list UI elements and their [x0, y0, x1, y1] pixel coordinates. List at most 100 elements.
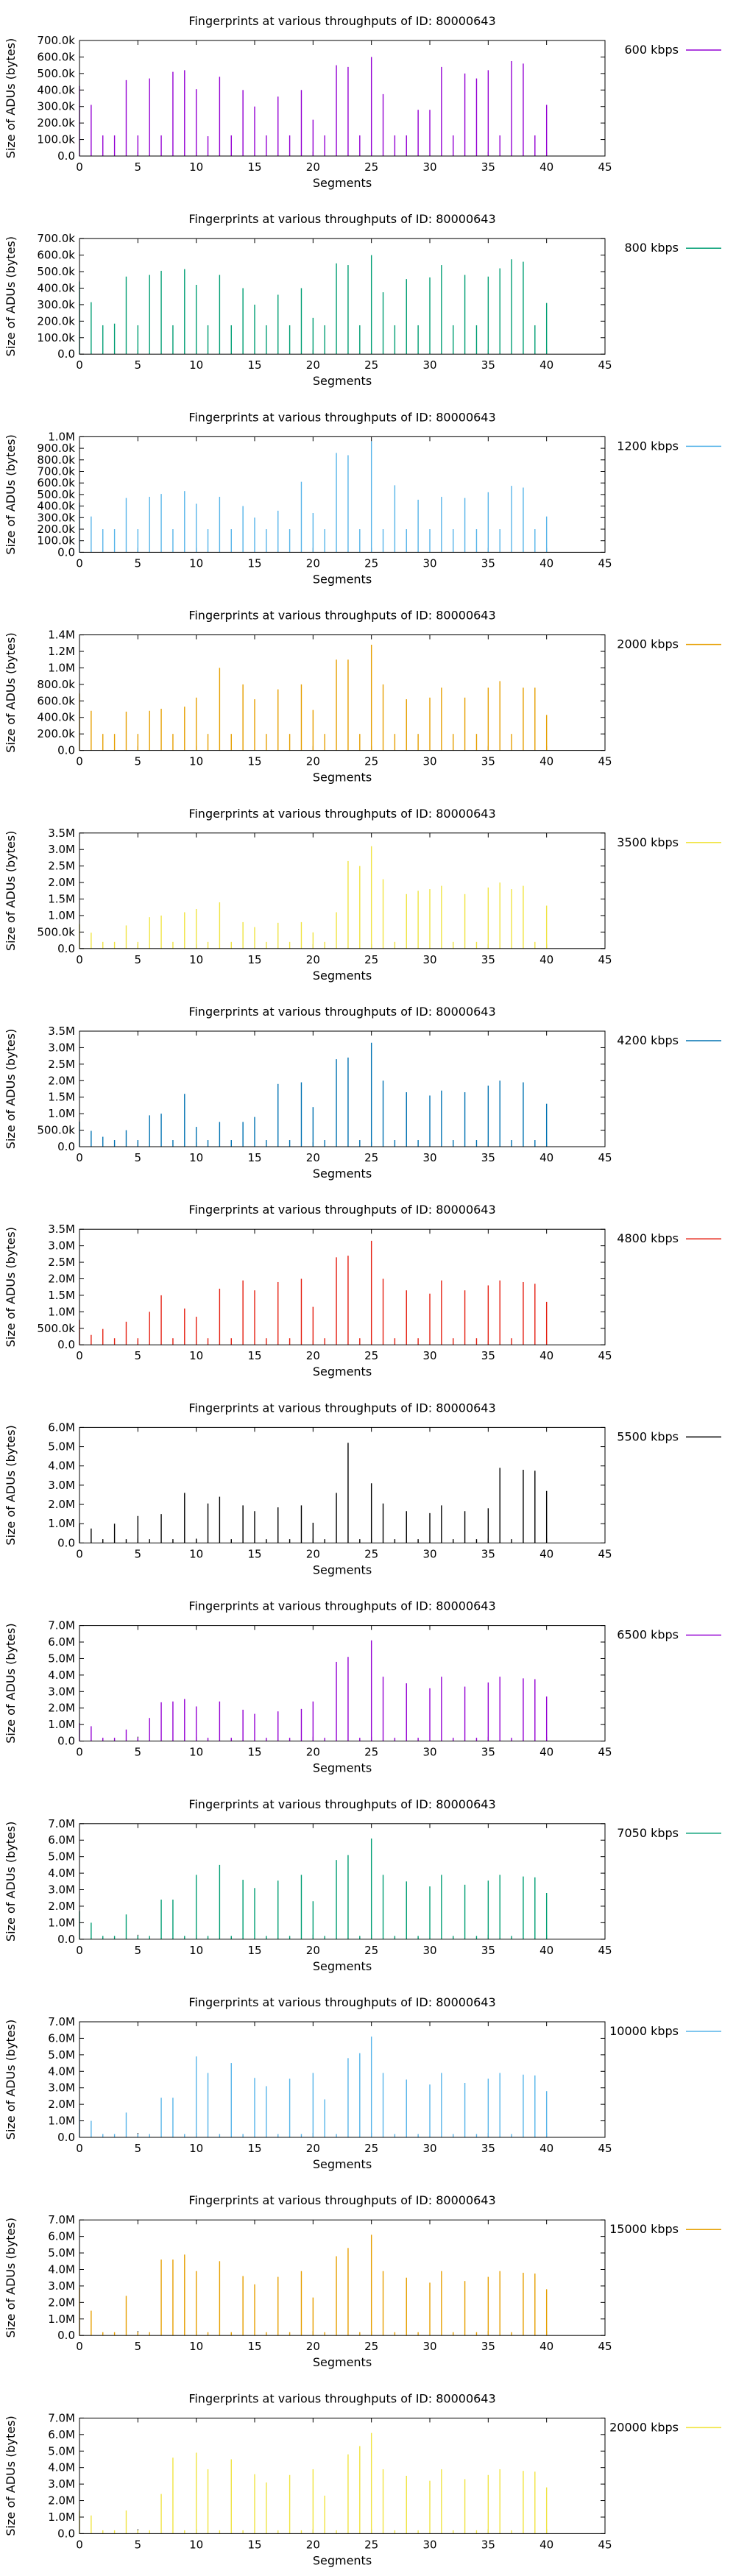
- chart-8: Fingerprints at various throughputs of I…: [4, 1401, 721, 1577]
- legend-label: 7050 kbps: [617, 1826, 679, 1840]
- x-tick-label: 20: [306, 2340, 320, 2353]
- x-axis-label: Segments: [313, 176, 372, 190]
- plot-frame: [79, 2417, 606, 2534]
- x-axis-label: Segments: [313, 1959, 372, 1973]
- y-axis-label: Size of ADUs (bytes): [4, 1822, 18, 1942]
- y-tick-label: 700.0k: [37, 465, 75, 478]
- chart-title: Fingerprints at various throughputs of I…: [188, 1401, 495, 1415]
- x-tick-label: 30: [422, 1944, 436, 1957]
- y-tick-label: 3.5M: [48, 827, 75, 840]
- x-tick-label: 30: [422, 2340, 436, 2353]
- plot-frame: [79, 40, 606, 157]
- x-tick-label: 45: [598, 556, 612, 570]
- x-tick-label: 5: [135, 1746, 142, 1759]
- y-axis-label: Size of ADUs (bytes): [4, 2218, 18, 2338]
- x-tick-label: 30: [422, 953, 436, 966]
- x-tick-label: 35: [481, 2340, 495, 2353]
- chart-10: Fingerprints at various throughputs of I…: [4, 1797, 721, 1973]
- y-tick-label: 6.0M: [48, 2031, 75, 2045]
- x-tick-label: 30: [422, 2538, 436, 2551]
- x-tick-label: 10: [189, 953, 203, 966]
- x-tick-label: 20: [306, 2142, 320, 2155]
- x-tick-label: 30: [422, 2142, 436, 2155]
- x-tick-label: 35: [481, 2538, 495, 2551]
- y-tick-label: 300.0k: [37, 298, 75, 311]
- x-tick-label: 0: [76, 755, 83, 768]
- x-tick-label: 35: [481, 953, 495, 966]
- y-tick-label: 600.0k: [37, 50, 75, 63]
- x-tick-label: 40: [539, 755, 553, 768]
- y-tick-label: 3.0M: [48, 1479, 75, 1492]
- y-tick-label: 4.0M: [48, 1669, 75, 1682]
- y-tick-label: 4.0M: [48, 2461, 75, 2474]
- y-tick-label: 2.5M: [48, 1256, 75, 1269]
- legend-label: 15000 kbps: [609, 2222, 679, 2236]
- y-tick-label: 100.0k: [37, 133, 75, 146]
- x-axis-label: Segments: [313, 2355, 372, 2369]
- x-tick-label: 5: [135, 160, 142, 174]
- x-tick-label: 15: [247, 2142, 261, 2155]
- x-tick-label: 15: [247, 556, 261, 570]
- y-tick-label: 0.0: [57, 1338, 75, 1351]
- plot-frame: [79, 1823, 606, 1940]
- chart-title: Fingerprints at various throughputs of I…: [188, 1005, 495, 1019]
- y-tick-label: 3.0M: [48, 1685, 75, 1698]
- plot-frame: [79, 2021, 606, 2138]
- x-tick-label: 10: [189, 1944, 203, 1957]
- chart-title: Fingerprints at various throughputs of I…: [188, 410, 495, 424]
- y-tick-label: 3.0M: [48, 1239, 75, 1253]
- y-tick-label: 5.0M: [48, 1652, 75, 1665]
- x-tick-label: 25: [364, 2340, 378, 2353]
- x-tick-label: 10: [189, 160, 203, 174]
- x-tick-label: 40: [539, 1547, 553, 1560]
- chart-6: Fingerprints at various throughputs of I…: [4, 1005, 721, 1181]
- x-tick-label: 45: [598, 1746, 612, 1759]
- y-axis-label: Size of ADUs (bytes): [4, 1623, 18, 1743]
- x-tick-label: 20: [306, 556, 320, 570]
- y-tick-label: 1.4M: [48, 629, 75, 642]
- y-tick-label: 200.0k: [37, 727, 75, 740]
- x-tick-label: 25: [364, 1746, 378, 1759]
- chart-3: Fingerprints at various throughputs of I…: [4, 410, 721, 586]
- x-tick-label: 10: [189, 556, 203, 570]
- x-tick-label: 10: [189, 2340, 203, 2353]
- y-tick-label: 3.5M: [48, 1025, 75, 1038]
- y-tick-label: 600.0k: [37, 249, 75, 262]
- y-tick-label: 500.0k: [37, 1322, 75, 1335]
- x-tick-label: 40: [539, 1151, 553, 1164]
- y-tick-label: 1.0M: [48, 430, 75, 443]
- x-tick-label: 40: [539, 1349, 553, 1362]
- x-axis-label: Segments: [313, 572, 372, 586]
- chart-title: Fingerprints at various throughputs of I…: [188, 1797, 495, 1811]
- y-tick-label: 300.0k: [37, 100, 75, 113]
- x-tick-label: 30: [422, 160, 436, 174]
- y-tick-label: 7.0M: [48, 2411, 75, 2424]
- y-tick-label: 0.0: [57, 347, 75, 361]
- x-tick-label: 0: [76, 358, 83, 372]
- x-tick-label: 15: [247, 1151, 261, 1164]
- plot-frame: [79, 1228, 606, 1345]
- y-tick-label: 800.0k: [37, 678, 75, 691]
- x-tick-label: 25: [364, 2538, 378, 2551]
- x-tick-label: 0: [76, 1944, 83, 1957]
- x-tick-label: 15: [247, 953, 261, 966]
- y-tick-label: 1.0M: [48, 1718, 75, 1731]
- x-tick-label: 15: [247, 1746, 261, 1759]
- chart-title: Fingerprints at various throughputs of I…: [188, 807, 495, 821]
- y-tick-label: 0.0: [57, 1536, 75, 1549]
- x-tick-label: 15: [247, 2538, 261, 2551]
- chart-5: Fingerprints at various throughputs of I…: [4, 807, 721, 983]
- x-axis-label: Segments: [313, 771, 372, 785]
- y-axis-label: Size of ADUs (bytes): [4, 2416, 18, 2536]
- y-tick-label: 500.0k: [37, 488, 75, 501]
- y-tick-label: 6.0M: [48, 2428, 75, 2441]
- x-tick-label: 35: [481, 2142, 495, 2155]
- y-tick-label: 3.5M: [48, 1222, 75, 1236]
- x-axis-label: Segments: [313, 1365, 372, 1379]
- y-tick-label: 5.0M: [48, 2048, 75, 2062]
- y-tick-label: 400.0k: [37, 500, 75, 513]
- y-tick-label: 3.0M: [48, 2477, 75, 2491]
- x-tick-label: 25: [364, 556, 378, 570]
- y-axis-label: Size of ADUs (bytes): [4, 632, 18, 752]
